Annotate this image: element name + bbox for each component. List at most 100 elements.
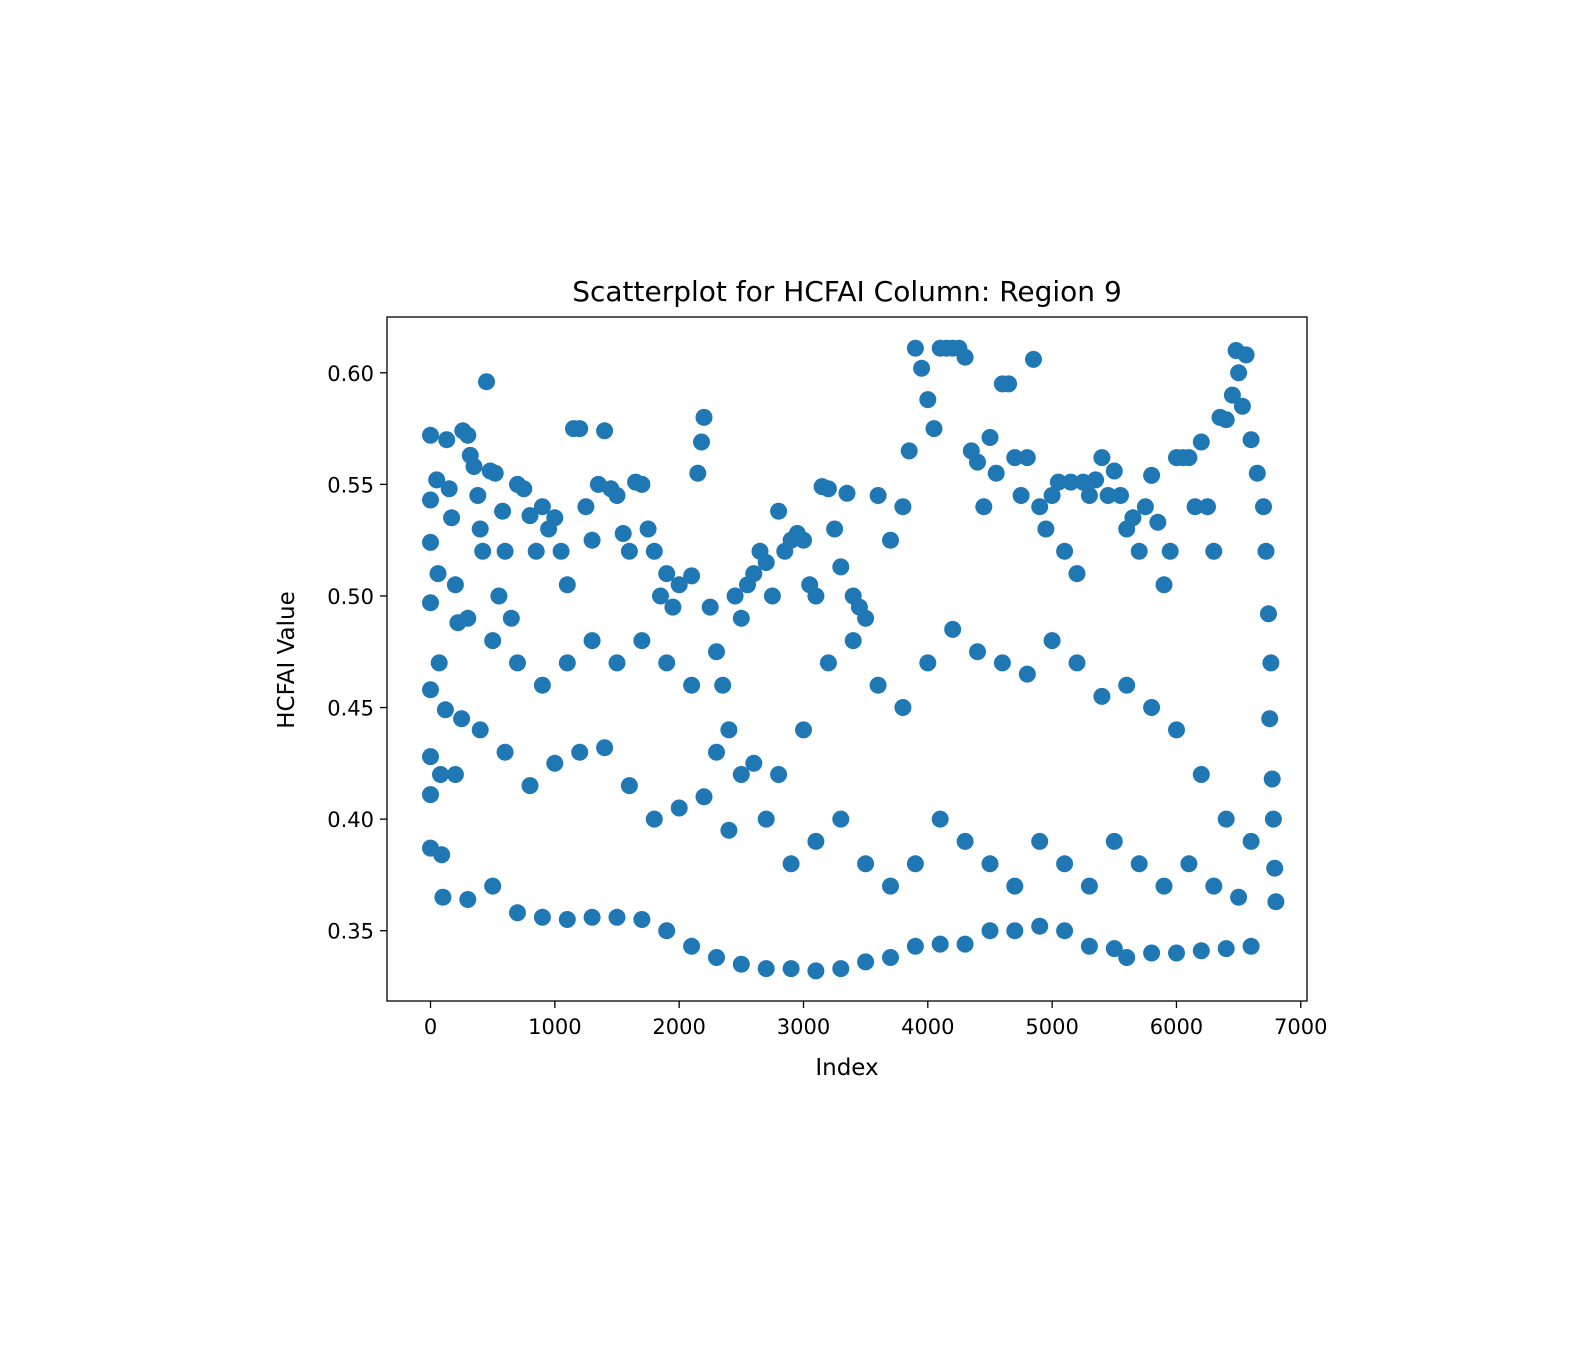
data-point (1105, 462, 1123, 480)
x-tick-label: 2000 (652, 1015, 705, 1039)
data-point (1205, 542, 1223, 560)
data-point (857, 953, 875, 971)
data-point (670, 576, 688, 594)
data-point (693, 433, 710, 451)
data-point (1262, 654, 1280, 672)
data-point (956, 348, 974, 366)
data-point (1105, 832, 1123, 850)
data-point (732, 766, 750, 783)
x-tick-label: 1000 (528, 1015, 581, 1039)
data-point (664, 598, 682, 616)
data-point (1149, 513, 1167, 531)
data-point (795, 531, 812, 549)
data-point (571, 743, 589, 761)
data-point (1043, 487, 1061, 504)
data-point (857, 855, 875, 873)
data-point (1261, 710, 1279, 728)
data-point (486, 464, 504, 482)
data-point (608, 487, 626, 504)
data-point (422, 491, 439, 509)
data-point (1031, 832, 1049, 850)
data-point (558, 654, 576, 672)
data-point (1217, 940, 1235, 958)
x-tick-label: 4000 (901, 1015, 954, 1039)
data-point (1043, 632, 1061, 650)
data-point (1130, 542, 1148, 560)
data-point (620, 777, 638, 795)
data-point (714, 676, 732, 694)
data-point (1237, 346, 1255, 364)
data-point (422, 533, 439, 551)
data-point (708, 643, 725, 661)
data-point (782, 855, 800, 873)
data-point (1161, 542, 1179, 560)
x-axis: 0 1000 2000 3000 4000 5000 6000 7000 (424, 1001, 1328, 1039)
data-point (509, 654, 526, 672)
data-point (459, 891, 477, 908)
data-point (1124, 509, 1142, 527)
data-point (795, 721, 812, 739)
data-point (1266, 859, 1284, 877)
data-point (552, 542, 570, 560)
data-point (620, 542, 638, 560)
data-point (732, 609, 750, 627)
data-point (608, 654, 626, 672)
data-point (533, 498, 551, 516)
data-point (757, 810, 775, 828)
data-point (1155, 877, 1173, 895)
data-point (1080, 487, 1098, 504)
data-point (596, 422, 614, 440)
data-point (558, 576, 576, 594)
data-point (422, 681, 439, 699)
data-point (683, 676, 701, 694)
data-point (894, 699, 912, 716)
data-point (838, 484, 856, 502)
data-point (1264, 810, 1282, 828)
data-point (1087, 471, 1105, 489)
data-point (484, 877, 502, 895)
y-tick-label: 0.55 (327, 473, 374, 497)
data-point (1257, 542, 1275, 560)
data-point (1006, 922, 1024, 940)
data-point (509, 904, 526, 922)
y-axis: 0.35 0.40 0.45 0.50 0.55 0.60 (327, 362, 387, 944)
data-point (471, 721, 489, 739)
data-point (446, 766, 464, 783)
data-point (1099, 487, 1117, 504)
data-point (1248, 464, 1266, 482)
data-point (1056, 922, 1074, 940)
data-point (819, 480, 837, 498)
chart-title: Scatterplot for HCFAI Column: Region 9 (572, 275, 1122, 308)
x-tick-label: 7000 (1274, 1015, 1327, 1039)
data-point (433, 846, 451, 864)
data-point (658, 565, 676, 583)
data-point (494, 502, 512, 520)
data-point (443, 509, 461, 527)
x-tick-label: 6000 (1150, 1015, 1203, 1039)
data-point (1118, 949, 1136, 966)
data-point (422, 594, 439, 612)
data-point (1263, 770, 1281, 788)
data-point (1031, 498, 1049, 516)
data-point (906, 937, 924, 955)
data-point (1056, 855, 1074, 873)
data-point (832, 810, 850, 828)
data-point (882, 531, 899, 549)
data-point (465, 458, 483, 475)
data-point (571, 420, 589, 438)
data-point (931, 810, 949, 828)
data-point (614, 525, 632, 542)
data-point (726, 587, 744, 605)
data-point (1049, 473, 1067, 491)
data-point (1217, 411, 1235, 429)
data-point (1180, 855, 1198, 873)
data-point (1018, 665, 1036, 683)
data-point (1112, 487, 1129, 504)
data-point (1242, 832, 1260, 850)
data-point (633, 475, 651, 493)
data-point (919, 391, 937, 409)
data-point (438, 431, 456, 449)
data-point (633, 911, 651, 928)
data-point (944, 620, 962, 638)
data-point (546, 509, 564, 527)
